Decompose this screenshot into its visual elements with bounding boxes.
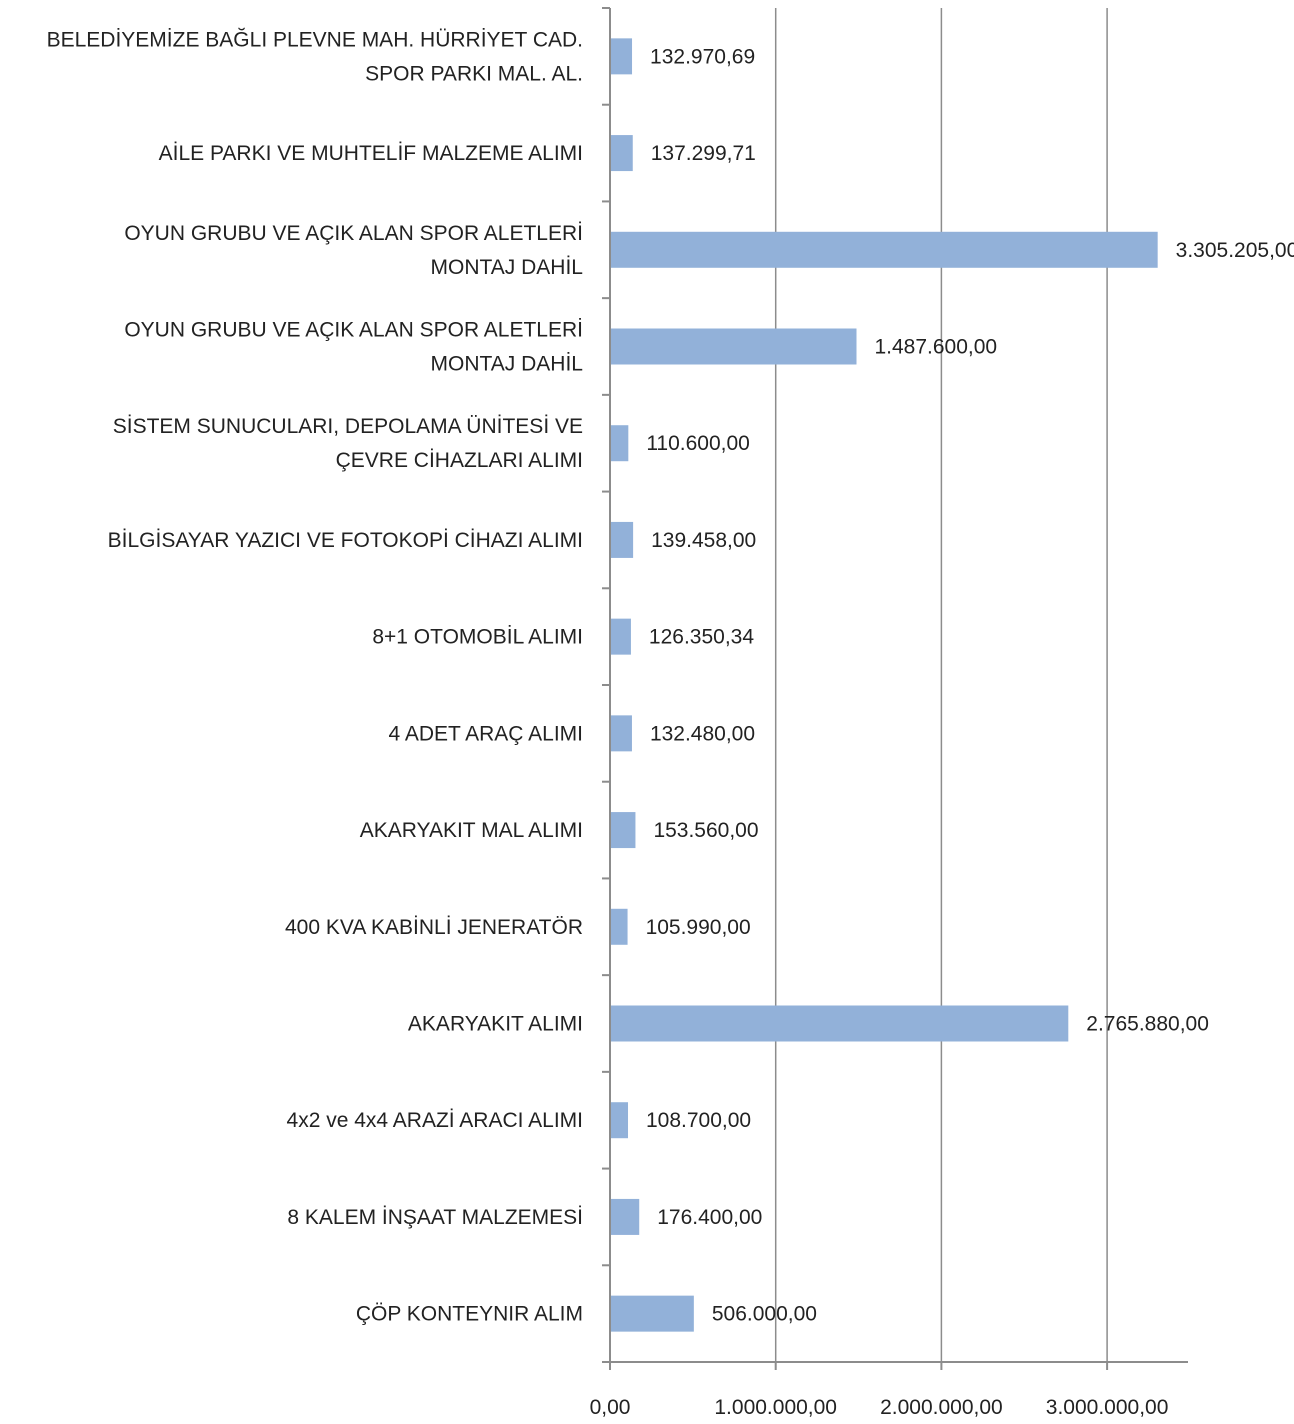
bars — [611, 38, 1158, 1332]
category-label: 4 ADET ARAÇ ALIMI — [388, 722, 583, 745]
bar — [611, 1102, 629, 1139]
labels: 132.970,69 BELEDİYEMİZE BAĞLI PLEVNE MAH.… — [47, 28, 1294, 1419]
category-label: BİLGİSAYAR YAZICI VE FOTOKOPİ CİHAZI ALI… — [108, 529, 583, 552]
gridlines — [774, 8, 1108, 1362]
bar — [611, 135, 633, 172]
bar — [611, 908, 628, 945]
data-label: 105.990,00 — [646, 916, 751, 939]
category-label: MONTAJ DAHİL — [431, 256, 583, 279]
data-label: 153.560,00 — [653, 819, 758, 842]
bar — [611, 328, 857, 365]
category-label: BELEDİYEMİZE BAĞLI PLEVNE MAH. HÜRRİYET … — [47, 28, 583, 51]
bar — [611, 1005, 1069, 1042]
data-label: 139.458,00 — [651, 529, 756, 552]
bar — [611, 812, 636, 849]
category-label: 8+1 OTOMOBİL ALIMI — [372, 626, 583, 649]
category-label: 8 KALEM İNŞAAT MALZEMESİ — [287, 1206, 583, 1229]
bar — [611, 521, 634, 558]
data-label: 176.400,00 — [657, 1206, 762, 1229]
x-tick-label: 2.000.000,00 — [880, 1396, 1003, 1419]
category-label: 4x2 ve 4x4 ARAZİ ARACI ALIMI — [287, 1109, 583, 1132]
axes — [602, 7, 1188, 1370]
x-tick-label: 0,00 — [590, 1396, 631, 1419]
data-label: 3.305.205,00 — [1176, 239, 1294, 262]
category-label: SPOR PARKI MAL. AL. — [365, 62, 583, 85]
bar — [611, 38, 633, 75]
bar — [611, 1295, 694, 1332]
category-label: SİSTEM SUNUCULARI, DEPOLAMA ÜNİTESİ VE — [113, 415, 583, 438]
data-label: 132.970,69 — [650, 45, 755, 68]
category-label: AKARYAKIT ALIMI — [408, 1013, 583, 1036]
category-label: ÇÖP KONTEYNIR ALIM — [356, 1303, 583, 1326]
x-tick-label: 1.000.000,00 — [714, 1396, 837, 1419]
category-label: MONTAJ DAHİL — [431, 353, 583, 376]
bar — [611, 618, 631, 655]
category-label: ÇEVRE CİHAZLARI ALIMI — [336, 449, 583, 472]
bar — [611, 231, 1158, 268]
bar — [611, 715, 632, 752]
x-tick-label: 3.000.000,00 — [1046, 1396, 1169, 1419]
category-label: OYUN GRUBU VE AÇIK ALAN SPOR ALETLERİ — [124, 319, 583, 342]
bar — [611, 1198, 640, 1235]
bar — [611, 425, 629, 462]
category-label: 400 KVA KABİNLİ JENERATÖR — [285, 916, 583, 939]
data-label: 137.299,71 — [651, 142, 756, 165]
category-label: OYUN GRUBU VE AÇIK ALAN SPOR ALETLERİ — [124, 222, 583, 245]
data-label: 1.487.600,00 — [874, 336, 997, 359]
category-label: AİLE PARKI VE MUHTELİF MALZEME ALIMI — [159, 142, 583, 165]
data-label: 506.000,00 — [712, 1303, 817, 1326]
data-label: 126.350,34 — [649, 626, 754, 649]
data-label: 110.600,00 — [646, 432, 750, 455]
data-label: 132.480,00 — [650, 722, 755, 745]
data-label: 2.765.880,00 — [1086, 1013, 1209, 1036]
data-label: 108.700,00 — [646, 1109, 751, 1132]
category-label: AKARYAKIT MAL ALIMI — [360, 819, 583, 842]
